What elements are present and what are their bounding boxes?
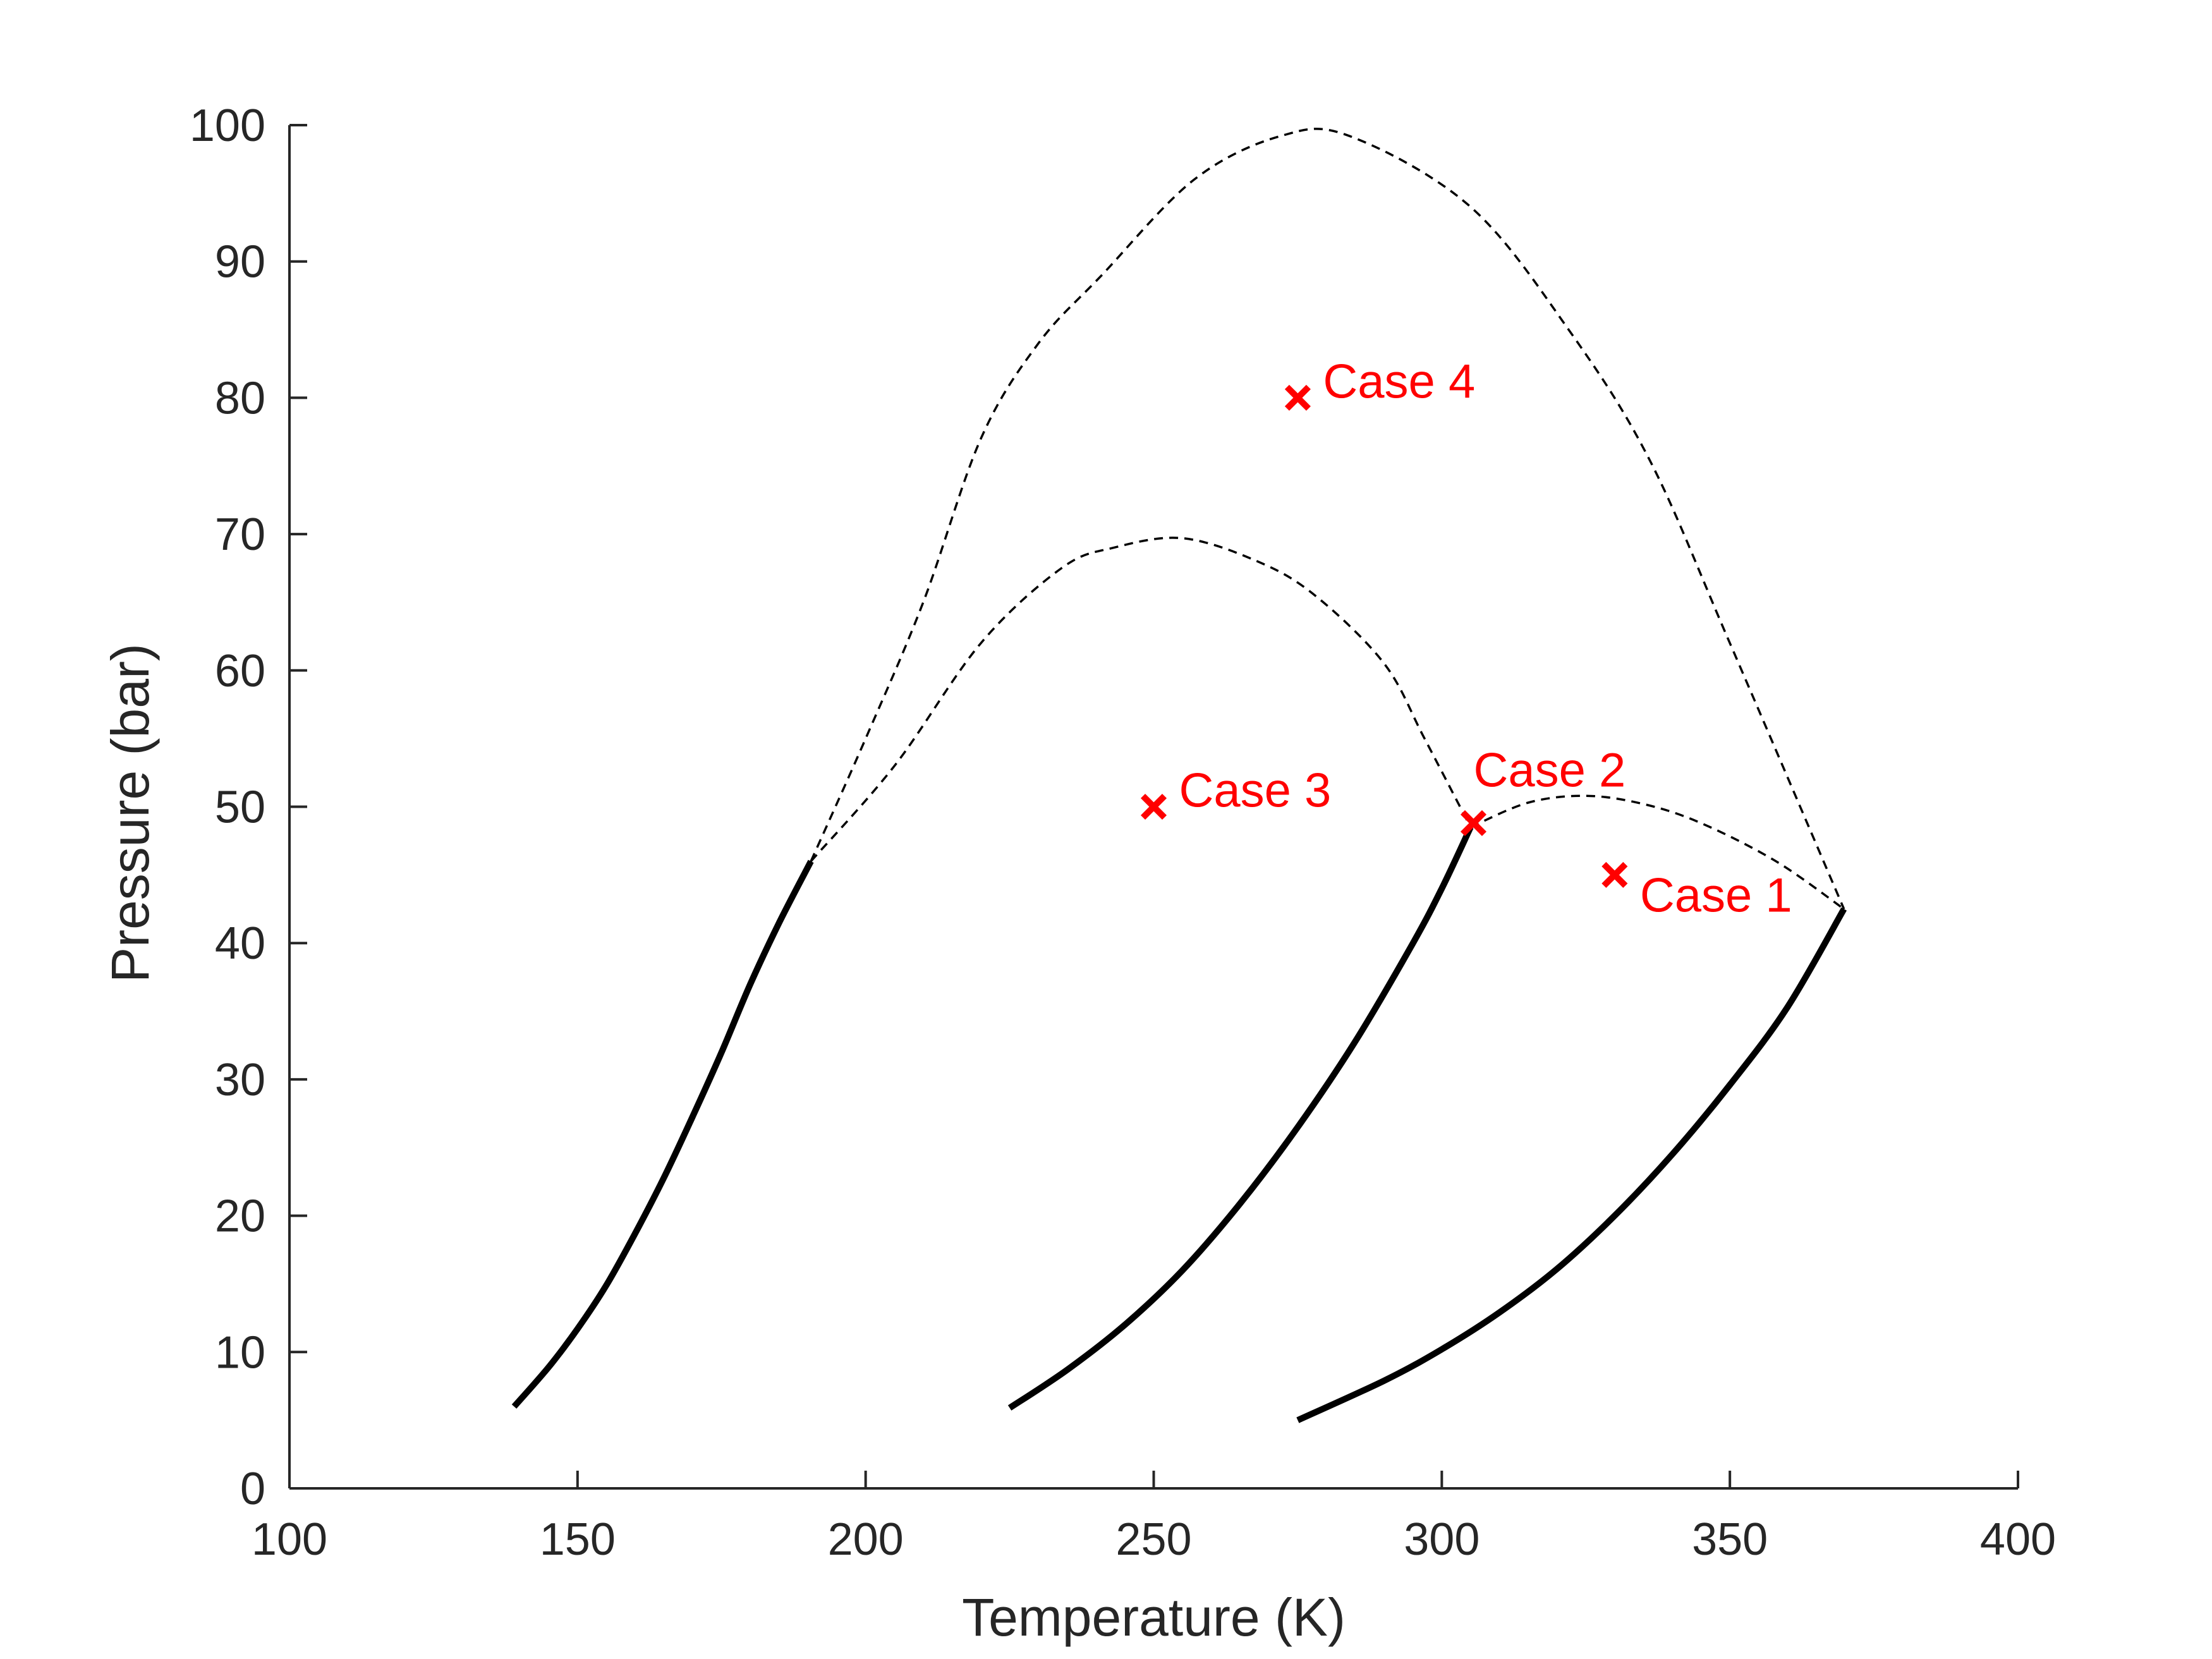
- y-tick-label: 0: [240, 1464, 265, 1514]
- case-2-point: Case 2: [1460, 743, 1626, 836]
- case-points: Case 1 Case 2 Case 3 Case 4: [1140, 355, 1792, 922]
- case-1-label: Case 1: [1640, 868, 1792, 922]
- vapor-pressure-curve-3: [1296, 907, 1847, 1423]
- case-4-marker-stroke: [1284, 384, 1311, 411]
- case-4-label: Case 4: [1323, 355, 1475, 408]
- case-2-label: Case 2: [1473, 743, 1626, 797]
- y-tick-label: 20: [215, 1191, 265, 1242]
- y-tick-label: 50: [215, 782, 265, 833]
- case-3-point: Case 3: [1140, 764, 1332, 820]
- case-1-point: Case 1: [1601, 861, 1792, 922]
- case-2-marker-stroke: [1460, 810, 1487, 836]
- x-tick-label: 350: [1692, 1514, 1768, 1565]
- y-tick-label: 80: [215, 373, 265, 423]
- case-1-marker-stroke: [1601, 861, 1628, 888]
- y-tick-label: 10: [215, 1327, 265, 1378]
- case-3-marker-stroke: [1140, 793, 1167, 820]
- x-tick-label: 250: [1115, 1514, 1191, 1565]
- axes: 100 150 200 250 300 350 400 0 10 20 30 40 50 60 70 80 90…: [190, 100, 2056, 1565]
- x-axis-title: Temperature (K): [962, 1588, 1346, 1647]
- y-axis-title: Pressure (bar): [100, 643, 160, 983]
- x-tick-label: 300: [1404, 1514, 1480, 1565]
- y-tick-label: 70: [215, 509, 265, 560]
- y-tick-label: 90: [215, 237, 265, 288]
- series-group: [511, 128, 1847, 1423]
- vapor-pressure-curve-2: [1007, 825, 1474, 1411]
- critical-locus-inner: [810, 537, 1472, 862]
- case-4-point: Case 4: [1284, 355, 1475, 411]
- y-tick-label: 40: [215, 918, 265, 969]
- y-tick-label: 100: [190, 100, 265, 151]
- critical-locus-outer: [810, 128, 1845, 909]
- x-tick-label: 150: [540, 1514, 616, 1565]
- y-tick-label: 30: [215, 1055, 265, 1105]
- case-3-label: Case 3: [1179, 764, 1332, 818]
- vapor-pressure-curve-1: [511, 860, 814, 1409]
- x-tick-label: 100: [252, 1514, 327, 1565]
- x-tick-label: 200: [828, 1514, 904, 1565]
- y-tick-label: 60: [215, 646, 265, 696]
- critical-locus-right: [1470, 794, 1845, 910]
- x-tick-label: 400: [1980, 1514, 2056, 1565]
